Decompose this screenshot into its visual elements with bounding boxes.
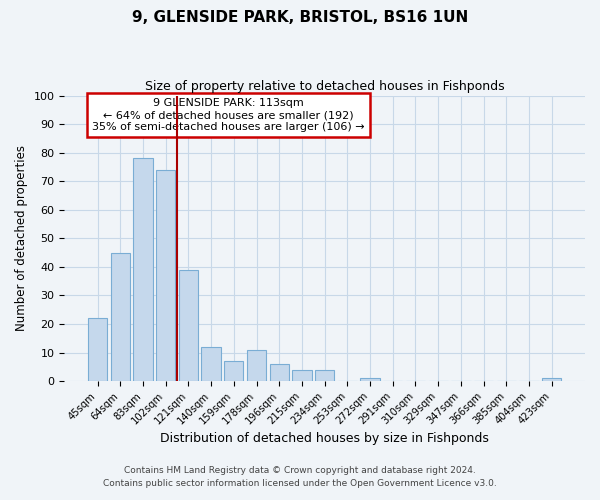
Bar	[202, 347, 221, 381]
Bar	[292, 370, 311, 381]
Bar	[361, 378, 380, 381]
Bar	[247, 350, 266, 381]
Bar	[179, 270, 198, 381]
Text: 9 GLENSIDE PARK: 113sqm
← 64% of detached houses are smaller (192)
35% of semi-d: 9 GLENSIDE PARK: 113sqm ← 64% of detache…	[92, 98, 365, 132]
Y-axis label: Number of detached properties: Number of detached properties	[15, 146, 28, 332]
X-axis label: Distribution of detached houses by size in Fishponds: Distribution of detached houses by size …	[160, 432, 489, 445]
Bar	[88, 318, 107, 381]
Bar	[156, 170, 175, 381]
Bar	[224, 361, 244, 381]
Bar	[315, 370, 334, 381]
Text: 9, GLENSIDE PARK, BRISTOL, BS16 1UN: 9, GLENSIDE PARK, BRISTOL, BS16 1UN	[132, 10, 468, 25]
Bar	[542, 378, 562, 381]
Bar	[269, 364, 289, 381]
Text: Contains HM Land Registry data © Crown copyright and database right 2024.
Contai: Contains HM Land Registry data © Crown c…	[103, 466, 497, 487]
Title: Size of property relative to detached houses in Fishponds: Size of property relative to detached ho…	[145, 80, 505, 93]
Bar	[110, 252, 130, 381]
Bar	[133, 158, 152, 381]
